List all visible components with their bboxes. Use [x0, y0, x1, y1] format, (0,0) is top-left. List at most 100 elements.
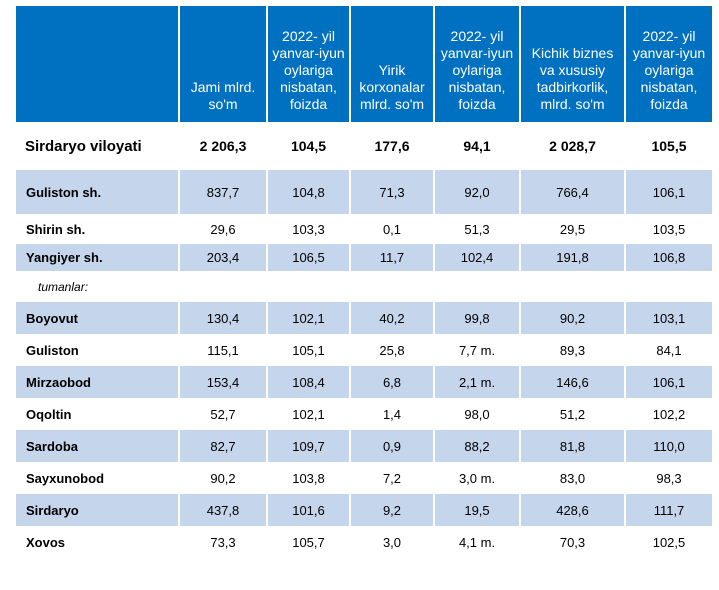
cell: 437,8: [178, 494, 266, 526]
header-small-pct: 2022- yil yanvar-iyun oylariga nisbatan,…: [624, 6, 712, 122]
cell: 94,1: [433, 122, 519, 170]
header-total-pct: 2022- yil yanvar-iyun oylariga nisbatan,…: [266, 6, 349, 122]
statistics-table: Jami mlrd. so'm 2022- yil yanvar-iyun oy…: [16, 6, 712, 558]
cell: 203,4: [178, 244, 266, 271]
cell: 104,5: [266, 122, 349, 170]
table-row: Guliston sh. 837,7 104,8 71,3 92,0 766,4…: [16, 170, 712, 214]
cell: 19,5: [433, 494, 519, 526]
row-label: Oqoltin: [26, 406, 72, 422]
cell: 191,8: [519, 244, 624, 271]
cell: 102,1: [266, 302, 349, 334]
cell: 29,6: [178, 214, 266, 244]
cell: 105,5: [624, 122, 712, 170]
cell: 837,7: [178, 170, 266, 214]
row-label: Yangiyer sh.: [16, 244, 178, 271]
cell: 102,5: [624, 526, 712, 558]
cell: 428,6: [519, 494, 624, 526]
cell: 766,4: [519, 170, 624, 214]
cell: 103,3: [266, 214, 349, 244]
cell: 153,4: [178, 366, 266, 398]
table-row: Mirzaobod 153,4 108,4 6,8 2,1 m. 146,6 1…: [16, 366, 712, 398]
cell: 7,2: [349, 462, 433, 494]
cell: 2,1 m.: [433, 366, 519, 398]
cell: 11,7: [349, 244, 433, 271]
cell: 0,1: [349, 214, 433, 244]
cell: 71,3: [349, 170, 433, 214]
cell: 2 028,7: [519, 122, 624, 170]
table-row: Yangiyer sh. 203,4 106,5 11,7 102,4 191,…: [16, 244, 712, 271]
cell: 98,3: [624, 462, 712, 494]
cell: 99,8: [433, 302, 519, 334]
cell: 82,7: [178, 430, 266, 462]
cell: 52,7: [178, 398, 266, 430]
header-blank: [16, 6, 178, 122]
cell: 146,6: [519, 366, 624, 398]
cell: 103,1: [624, 302, 712, 334]
cell: 81,8: [519, 430, 624, 462]
row-label: Guliston sh.: [16, 170, 178, 214]
row-label: Boyovut: [16, 302, 178, 334]
cell: 1,4: [349, 398, 433, 430]
cell: 90,2: [178, 462, 266, 494]
cell: 104,8: [266, 170, 349, 214]
total-row: Sirdaryo viloyati 2 206,3 104,5 177,6 94…: [16, 122, 712, 170]
cell: 0,9: [349, 430, 433, 462]
cell: 70,3: [519, 526, 624, 558]
cell: 73,3: [178, 526, 266, 558]
table-row: Sayxunobod 90,2 103,8 7,2 3,0 m. 83,0 98…: [16, 462, 712, 494]
cell: 106,8: [624, 244, 712, 271]
cell: 9,2: [349, 494, 433, 526]
cell: 89,3: [519, 334, 624, 366]
cell: 88,2: [433, 430, 519, 462]
row-label: Sardoba: [16, 430, 178, 462]
cell: 106,1: [624, 170, 712, 214]
header-row: Jami mlrd. so'm 2022- yil yanvar-iyun oy…: [16, 6, 712, 122]
header-small: Kichik biznes va xususiy tadbirkorlik, m…: [519, 6, 624, 122]
row-label: Mirzaobod: [16, 366, 178, 398]
table-row: Sardoba 82,7 109,7 0,9 88,2 81,8 110,0: [16, 430, 712, 462]
cell: 102,1: [266, 398, 349, 430]
subheading: tumanlar:: [38, 279, 89, 294]
cell: 3,0: [349, 526, 433, 558]
cell: 90,2: [519, 302, 624, 334]
cell: 29,5: [519, 214, 624, 244]
cell: 102,4: [433, 244, 519, 271]
cell: 51,3: [433, 214, 519, 244]
row-label: Shirin sh.: [26, 221, 86, 237]
header-total: Jami mlrd. so'm: [178, 6, 266, 122]
cell: 84,1: [624, 334, 712, 366]
cell: 177,6: [349, 122, 433, 170]
cell: 83,0: [519, 462, 624, 494]
cell: 101,6: [266, 494, 349, 526]
cell: 7,7 m.: [433, 334, 519, 366]
table-row: Sirdaryo 437,8 101,6 9,2 19,5 428,6 111,…: [16, 494, 712, 526]
cell: 98,0: [433, 398, 519, 430]
row-label: Sayxunobod: [26, 470, 105, 486]
header-large-pct: 2022- yil yanvar-iyun oylariga nisbatan,…: [433, 6, 519, 122]
cell: 6,8: [349, 366, 433, 398]
cell: 51,2: [519, 398, 624, 430]
cell: 105,7: [266, 526, 349, 558]
cell: 25,8: [349, 334, 433, 366]
cell: 103,5: [624, 214, 712, 244]
table-row: Guliston 115,1 105,1 25,8 7,7 m. 89,3 84…: [16, 334, 712, 366]
table-row: Shirin sh. 29,6 103,3 0,1 51,3 29,5 103,…: [16, 214, 712, 244]
cell: 110,0: [624, 430, 712, 462]
cell: 2 206,3: [178, 122, 266, 170]
header-large: Yirik korxonalar mlrd. so'm: [349, 6, 433, 122]
row-label: Guliston: [26, 342, 79, 358]
cell: 111,7: [624, 494, 712, 526]
row-label: Sirdaryo: [16, 494, 178, 526]
subheading-row: tumanlar:: [16, 271, 712, 302]
cell: 4,1 m.: [433, 526, 519, 558]
cell: 108,4: [266, 366, 349, 398]
cell: 109,7: [266, 430, 349, 462]
cell: 3,0 m.: [433, 462, 519, 494]
cell: 130,4: [178, 302, 266, 334]
cell: 40,2: [349, 302, 433, 334]
cell: 115,1: [178, 334, 266, 366]
cell: 103,8: [266, 462, 349, 494]
table-row: Xovos 73,3 105,7 3,0 4,1 m. 70,3 102,5: [16, 526, 712, 558]
cell: 106,1: [624, 366, 712, 398]
cell: 102,2: [624, 398, 712, 430]
